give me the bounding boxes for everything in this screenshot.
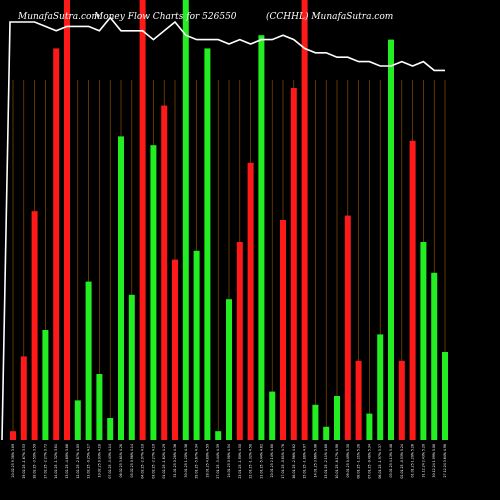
red-bar (64, 0, 70, 440)
x-tick-label: 11.02.25 -0.25% 4.17 (87, 444, 91, 479)
x-tick-label: 17.01.25 -0.81% 4.78 (281, 444, 285, 479)
site-header: MunafaSutra.com (18, 12, 100, 22)
x-tick-label: 14.01.25 3.66% 5.06 (313, 444, 317, 477)
green-bar (377, 334, 384, 440)
x-tick-label: 03.02.25 -2.27% 4.19 (151, 444, 155, 479)
green-bar (107, 418, 114, 440)
green-bar (96, 374, 103, 440)
green-bar (85, 281, 92, 440)
x-tick-label: 02.01.25 -0.53% 5.24 (400, 444, 404, 479)
red-bar (301, 0, 308, 440)
x-tick-label: 27.01.25 -3.44% 4.39 (216, 444, 220, 479)
red-bar (280, 220, 286, 440)
x-tick-label: 13.01.25 -2.11% 4.88 (324, 444, 328, 479)
red-bar (247, 162, 254, 441)
x-tick-label: 16.01.25 -2.96% 4.82 (292, 444, 296, 479)
x-tick-label: 14.02.25 -1.32% 3.81 (54, 444, 58, 479)
x-tick-label: 21.01.25 -5.44% 4.62 (259, 444, 263, 479)
x-tick-label: 06.02.25 3.61% 4.28 (119, 444, 123, 477)
red-bar (355, 360, 362, 440)
red-bar (10, 431, 16, 440)
red-bar (161, 105, 168, 440)
x-tick-label: 20.02.25 9.38% 3.89 (11, 444, 15, 477)
x-tick-label: 01.01.25 1.20% 5.26 (411, 444, 415, 477)
x-tick-label: 13.02.25 -4.60% 3.86 (65, 444, 69, 479)
x-tick-label: 10.01.25 -6.17% 4.98 (335, 444, 339, 479)
x-tick-label: 29.01.25 -5.67% 4.34 (195, 444, 199, 479)
x-tick-label: 27.12.24 3.64% 4.98 (443, 444, 447, 477)
x-tick-label: 31.01.25 0.28% 4.36 (173, 444, 177, 477)
green-bar (431, 272, 438, 440)
x-tick-label: 10.02.25 0.93% 4.18 (97, 444, 101, 477)
green-bar (74, 400, 81, 440)
x-tick-label: 18.02.25 -3.50% 3.59 (33, 444, 37, 479)
green-bar (366, 413, 373, 440)
x-tick-label: 08.01.25 -1.21% 5.28 (357, 444, 361, 479)
green-bar (128, 294, 135, 440)
ticker-label: (CCHHL) MunafaSutra.com (266, 12, 394, 22)
red-bar (236, 242, 243, 440)
green-bar (226, 299, 232, 440)
x-axis-labels: 20.02.25 9.38% 3.89 19.02.25 -1.67% 3.53 1… (11, 444, 447, 479)
price-line (1, 16, 445, 441)
x-tick-label: 05.02.25 0.96% 4.14 (130, 444, 134, 477)
x-tick-label: 06.01.25 -1.97% 5.37 (378, 444, 382, 479)
green-bar (420, 242, 427, 440)
x-tick-label: 23.01.25 -1.90% 4.50 (238, 444, 242, 479)
x-tick-label: 07.01.25 -0.48% 5.34 (367, 444, 371, 479)
x-tick-label: 20.01.25 2.14% 4.88 (270, 444, 274, 477)
green-bar (193, 250, 200, 440)
x-tick-label: 30.12.24 1.99% 5.08 (432, 444, 436, 477)
green-bar (42, 330, 49, 440)
green-bar (388, 39, 394, 440)
red-bar (409, 140, 416, 441)
green-bar (215, 431, 222, 440)
red-bar (290, 88, 297, 440)
x-tick-label: 19.02.25 -1.67% 3.53 (22, 444, 26, 479)
green-bar (334, 396, 340, 440)
red-bar (139, 0, 146, 440)
chart-title: Money Flow Charts for 526550 (94, 12, 237, 22)
x-tick-label: 24.01.25 0.98% 4.54 (227, 444, 231, 477)
x-tick-label: 03.01.25 4.13% 5.46 (389, 444, 393, 477)
red-bar (31, 211, 38, 440)
x-tick-label: 12.02.25 -2.87% 4.05 (76, 444, 80, 479)
x-tick-label: 07.02.25 -3.43% 4.14 (108, 444, 112, 479)
red-bar (344, 215, 351, 440)
x-tick-label: 30.01.25 1.20% 4.36 (184, 444, 188, 477)
x-tick-label: 15.01.25 -1.88% 4.97 (303, 444, 307, 479)
green-bar (312, 404, 319, 440)
x-tick-label: 09.01.25 0.49% 5.30 (346, 444, 350, 477)
green-bar (118, 136, 124, 440)
x-tick-label: 01.02.25 -1.62% 4.29 (162, 444, 166, 479)
x-tick-label: 04.02.25 -2.97% 4.10 (141, 444, 145, 479)
bars-layer (10, 0, 448, 441)
x-tick-label: 28.01.25 4.80% 4.59 (205, 444, 209, 477)
green-bar (442, 352, 448, 440)
green-bar (204, 48, 211, 441)
green-bar (150, 145, 157, 440)
green-bar (323, 426, 330, 440)
red-bar (53, 48, 60, 441)
x-tick-label: 31.12.24 2.43% 5.20 (421, 444, 425, 477)
red-bar (172, 259, 178, 440)
green-bar (258, 35, 265, 440)
x-tick-label: 22.01.25 -1.32% 4.58 (249, 444, 253, 479)
x-tick-label: 17.02.25 -2.27% 3.72 (43, 444, 47, 479)
red-bar (398, 360, 405, 440)
green-bar (182, 0, 189, 440)
green-bar (269, 391, 276, 440)
red-bar (20, 356, 27, 440)
